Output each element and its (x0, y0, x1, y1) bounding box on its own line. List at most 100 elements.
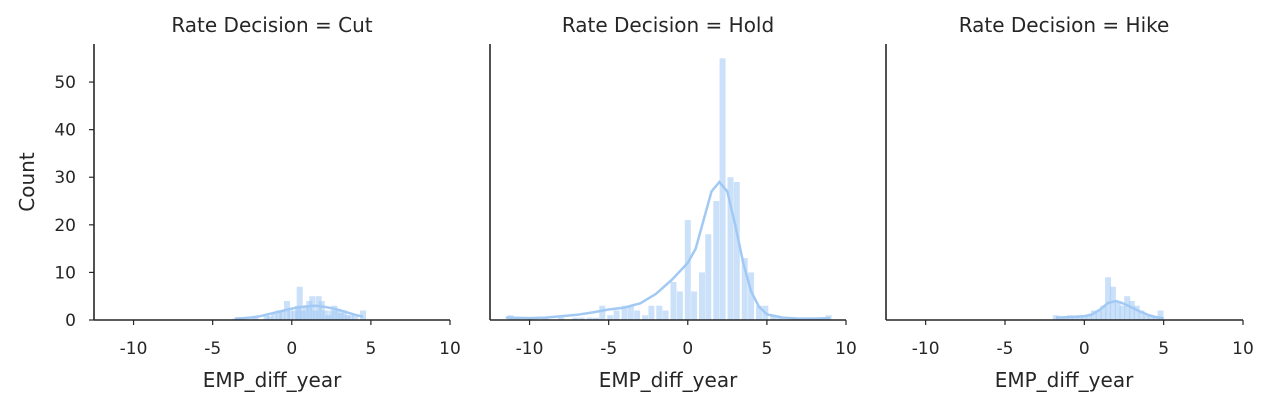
histogram-bar-hike-4 (1071, 317, 1078, 320)
histogram-bar-hold-12 (621, 305, 628, 320)
histogram-bar-hold-30 (748, 272, 755, 320)
x-tick-label: -10 (912, 339, 940, 359)
histogram-bar-hike-9 (1095, 310, 1102, 320)
x-tick-label: 5 (761, 339, 772, 359)
facet-title-hike: Rate Decision = Hike (959, 13, 1170, 37)
histogram-bar-cut-19 (318, 301, 325, 320)
histogram-bar-cut-23 (331, 305, 338, 320)
x-axis-label-hold: EMP_diff_year (599, 368, 738, 392)
histogram-bar-hike-8 (1090, 310, 1097, 320)
histogram-bar-hike-12 (1109, 286, 1116, 320)
histogram-bar-cut-5 (271, 313, 278, 320)
histogram-bar-hold-10 (607, 315, 614, 320)
x-ticks-hold: -10 -5 0 5 10 (516, 320, 857, 359)
histogram-bar-hike-2 (1062, 317, 1069, 320)
histogram-bar-hold-4 (558, 317, 565, 320)
histogram-bar-hike-10 (1100, 305, 1107, 320)
histogram-bar-cut-9 (287, 310, 294, 320)
histogram-bar-hike-17 (1133, 305, 1140, 320)
histogram-bar-hold-13 (627, 305, 634, 320)
x-axis-label-hike: EMP_diff_year (995, 368, 1134, 392)
histogram-bar-cut-24 (334, 310, 341, 320)
facet-panel-hike: Rate Decision = Hike -10 -5 0 5 10 EMP_diff_… (885, 13, 1254, 392)
x-tick-label: 0 (682, 339, 693, 359)
histogram-bar-hike-7 (1086, 315, 1093, 320)
histogram-bar-hike-22 (1157, 310, 1164, 320)
histogram-bar-cut-13 (299, 310, 306, 320)
histogram-bar-cut-25 (337, 312, 344, 320)
histogram-bar-hold-29 (741, 258, 748, 320)
y-tick-label: 20 (54, 216, 76, 236)
histogram-bar-hold-19 (670, 281, 677, 320)
histogram-bar-cut-21 (325, 315, 332, 320)
x-tick-label: 5 (1158, 339, 1169, 359)
histogram-bar-hike-21 (1152, 317, 1159, 320)
histogram-bar-hold-31 (756, 305, 762, 320)
x-tick-label: -5 (600, 339, 617, 359)
histogram-bar-hold-9 (599, 305, 606, 320)
histogram-bar-cut-3 (263, 315, 270, 320)
facet-panel-hold: Rate Decision = Hold -10 -5 0 5 10 EMP_diff_… (489, 13, 857, 392)
x-tick-label: -10 (120, 339, 148, 359)
histogram-bar-hold-26 (719, 58, 726, 321)
histogram-bar-hold-17 (656, 305, 663, 320)
histogram-bar-cut-7 (279, 310, 286, 320)
y-tick-label: 0 (65, 311, 76, 331)
facet-title-hold: Rate Decision = Hold (562, 13, 774, 37)
histogram-bar-hike-16 (1128, 301, 1135, 320)
x-ticks-hike: -10 -5 0 5 10 (912, 320, 1254, 359)
histogram-bar-hold-33 (770, 315, 777, 320)
kde-line-hike (1055, 299, 1164, 320)
histogram-bar-hold-24 (705, 234, 712, 320)
histogram-bar-cut-30 (360, 310, 366, 320)
x-tick-label: 10 (835, 339, 857, 359)
histogram-bar-hold-20 (676, 291, 683, 320)
x-tick-label: 10 (1232, 339, 1254, 359)
histogram-bar-hold-11 (613, 310, 620, 320)
histogram-bar-hold-27 (727, 177, 734, 320)
facet-title-cut: Rate Decision = Cut (171, 13, 372, 37)
x-ticks-cut: -10 -5 0 5 10 (120, 320, 461, 359)
x-tick-label: 0 (1079, 339, 1090, 359)
histogram-bar-hold-15 (642, 315, 649, 320)
y-tick-label: 10 (54, 263, 76, 283)
x-tick-label: -5 (204, 339, 221, 359)
y-tick-label: 30 (54, 168, 76, 188)
y-tick-label: 50 (54, 73, 76, 93)
kde-line-cut (234, 304, 364, 320)
histogram-bar-hold-18 (662, 310, 669, 320)
histogram-bar-hold-34 (776, 317, 783, 320)
histogram-bar-hold-14 (634, 310, 641, 320)
histogram-bar-cut-20 (322, 310, 328, 320)
histogram-bar-hold-16 (648, 305, 655, 320)
histogram-bar-hike-15 (1124, 296, 1131, 320)
histogram-bar-cut-27 (344, 315, 351, 320)
histogram-bar-cut-15 (306, 301, 313, 320)
histogram-bar-hike-19 (1143, 315, 1150, 320)
histogram-bar-cut-28 (347, 315, 354, 320)
histogram-bar-cut-17 (312, 310, 319, 320)
histogram-bar-hike-14 (1119, 305, 1126, 320)
histogram-bar-cut-26 (341, 310, 347, 320)
histogram-bar-hold-7 (586, 317, 593, 320)
y-tick-label: 40 (54, 121, 76, 141)
y-axis-label: Count (15, 152, 39, 212)
histogram-bar-hike-6 (1081, 315, 1088, 320)
histogram-bar-cut-2 (252, 317, 259, 320)
histogram-bar-cut-6 (276, 310, 283, 320)
histogram-bar-hold-23 (699, 272, 705, 320)
histogram-bar-hold-5 (572, 317, 579, 320)
histogram-bar-cut-14 (303, 305, 309, 320)
histogram-bar-cut-12 (296, 286, 303, 320)
histogram-bar-hold-6 (578, 317, 585, 320)
histogram-bar-cut-29 (352, 315, 359, 320)
x-tick-label: -10 (516, 339, 544, 359)
histogram-bar-hike-11 (1105, 277, 1112, 320)
histogram-bar-cut-18 (315, 296, 322, 320)
histogram-bar-hike-20 (1148, 315, 1154, 320)
histogram-bar-cut-16 (309, 296, 316, 320)
facet-panel-cut: Rate Decision = Cut -10 -5 0 5 10 0 10 20 30 40 5… (15, 13, 461, 392)
histogram-bar-cut-10 (291, 310, 298, 320)
histogram-bar-hike-1 (1057, 317, 1064, 320)
x-tick-label: 0 (286, 339, 297, 359)
